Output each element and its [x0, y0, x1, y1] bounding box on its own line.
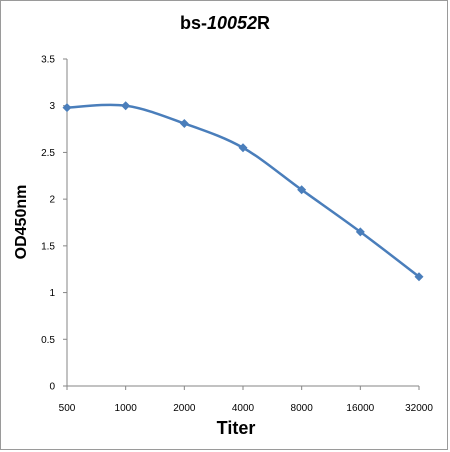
x-tick-label: 1000: [115, 403, 138, 414]
x-tick-label: 2000: [173, 403, 196, 414]
data-point-marker: [179, 118, 189, 128]
y-tick-label: 2: [49, 195, 55, 206]
series-markers: [62, 101, 424, 282]
y-tick-label: 0: [49, 382, 55, 393]
y-tick-label: 0.5: [41, 335, 55, 346]
data-point-marker: [238, 143, 248, 153]
data-point-marker: [355, 227, 365, 237]
x-axis-ticks: 500 1000 2000 4000 8000 16000 32000: [59, 386, 433, 414]
y-tick-label: 1: [49, 288, 55, 299]
data-point-marker: [62, 103, 72, 113]
y-axis-ticks: 0 0.5 1 1.5 2 2.5 3 3.5: [41, 55, 67, 393]
data-point-marker: [121, 101, 131, 111]
x-tick-label: 8000: [291, 403, 314, 414]
x-tick-label: 16000: [346, 403, 374, 414]
x-tick-label: 32000: [405, 403, 433, 414]
chart-title: bs-10052R: [180, 13, 270, 33]
y-tick-label: 2.5: [41, 148, 55, 159]
x-axis-title: Titer: [217, 418, 256, 438]
series-line: [66, 103, 420, 278]
y-tick-label: 1.5: [41, 241, 55, 252]
data-point-marker: [414, 272, 424, 282]
y-tick-label: 3.5: [41, 55, 55, 66]
y-axis-title: OD450nm: [13, 185, 30, 260]
data-point-marker: [297, 185, 307, 195]
y-tick-label: 3: [49, 101, 55, 112]
x-tick-label: 4000: [232, 403, 255, 414]
x-tick-label: 500: [59, 403, 76, 414]
